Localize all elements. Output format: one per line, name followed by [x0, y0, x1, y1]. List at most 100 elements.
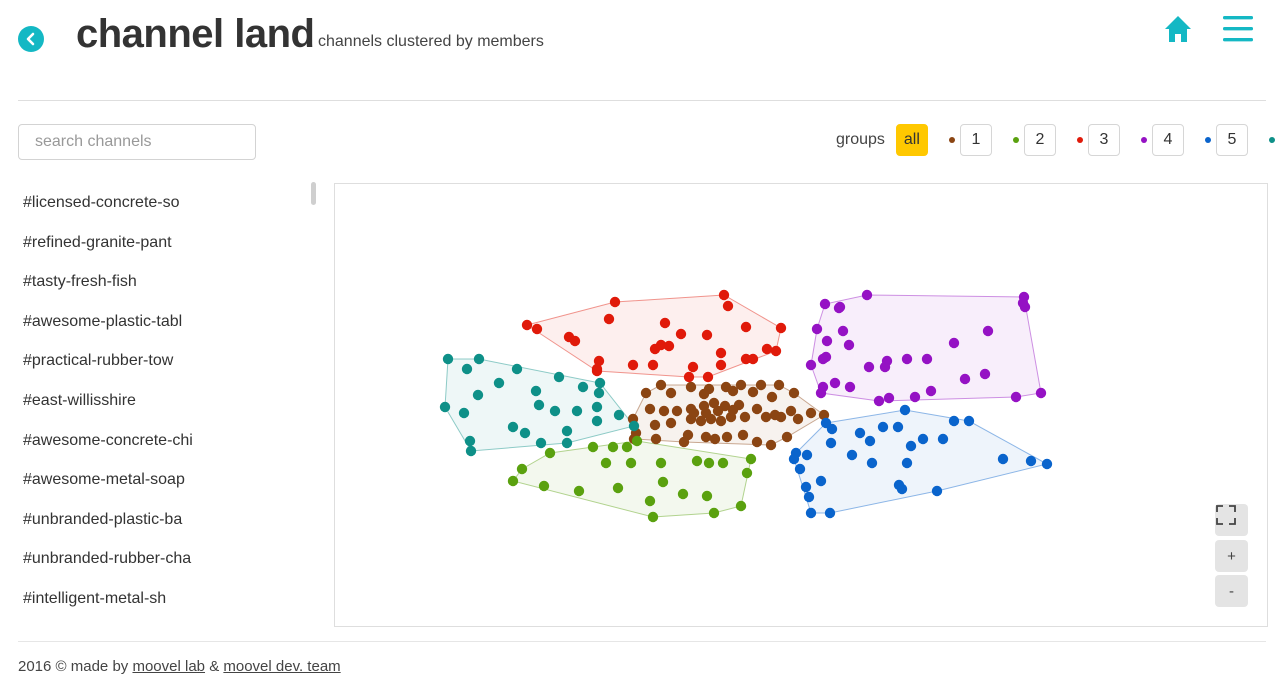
channel-point-group-6[interactable]	[591, 401, 603, 413]
channel-point-group-5[interactable]	[866, 457, 878, 469]
channel-list-item[interactable]: #tasty-fresh-fish	[23, 273, 137, 291]
channel-point-group-2[interactable]	[745, 453, 757, 465]
channel-point-group-3[interactable]	[663, 340, 675, 352]
channel-point-group-2[interactable]	[587, 441, 599, 453]
channel-list-item[interactable]: #practical-rubber-tow	[23, 352, 174, 370]
channel-point-group-6[interactable]	[594, 377, 606, 389]
channel-point-group-4[interactable]	[811, 323, 823, 335]
channel-point-group-3[interactable]	[740, 353, 752, 365]
channel-point-group-2[interactable]	[644, 495, 656, 507]
channel-point-group-1[interactable]	[644, 403, 656, 415]
channel-point-group-1[interactable]	[678, 436, 690, 448]
channel-point-group-5[interactable]	[854, 427, 866, 439]
channel-list-item[interactable]: #awesome-metal-soap	[23, 471, 185, 489]
back-button[interactable]	[18, 26, 44, 52]
channel-point-group-1[interactable]	[805, 407, 817, 419]
channel-point-group-6[interactable]	[511, 363, 523, 375]
channel-point-group-4[interactable]	[925, 385, 937, 397]
channel-point-group-2[interactable]	[612, 482, 624, 494]
channel-point-group-5[interactable]	[825, 437, 837, 449]
channel-point-group-4[interactable]	[1010, 391, 1022, 403]
channel-point-group-3[interactable]	[761, 343, 773, 355]
zoom-out-button[interactable]: -	[1215, 575, 1248, 607]
channel-point-group-1[interactable]	[665, 387, 677, 399]
channel-point-group-2[interactable]	[717, 457, 729, 469]
channel-point-group-1[interactable]	[788, 387, 800, 399]
channel-point-group-1[interactable]	[700, 407, 712, 419]
channel-point-group-5[interactable]	[937, 433, 949, 445]
channel-point-group-4[interactable]	[909, 391, 921, 403]
channel-point-group-4[interactable]	[901, 353, 913, 365]
channel-point-group-1[interactable]	[785, 405, 797, 417]
channel-point-group-6[interactable]	[535, 437, 547, 449]
channel-point-group-3[interactable]	[627, 359, 639, 371]
channel-point-group-6[interactable]	[458, 407, 470, 419]
channel-point-group-5[interactable]	[905, 440, 917, 452]
channel-point-group-3[interactable]	[770, 345, 782, 357]
channel-point-group-1[interactable]	[765, 439, 777, 451]
channel-point-group-5[interactable]	[899, 404, 911, 416]
fullscreen-button[interactable]	[1215, 504, 1248, 536]
channel-point-group-3[interactable]	[603, 313, 615, 325]
channel-point-group-1[interactable]	[715, 415, 727, 427]
channel-point-group-5[interactable]	[931, 485, 943, 497]
channel-point-group-1[interactable]	[708, 397, 720, 409]
channel-point-group-6[interactable]	[465, 445, 477, 457]
channel-point-group-2[interactable]	[600, 457, 612, 469]
channel-point-group-6[interactable]	[613, 409, 625, 421]
channel-point-group-3[interactable]	[593, 355, 605, 367]
group-filter-5-button[interactable]: 5	[1215, 124, 1248, 156]
channel-point-group-6[interactable]	[530, 385, 542, 397]
channel-point-group-6[interactable]	[628, 420, 640, 432]
cluster-scatter-plot[interactable]	[335, 184, 1267, 626]
channel-point-group-2[interactable]	[703, 457, 715, 469]
channel-point-group-5[interactable]	[896, 483, 908, 495]
channel-point-group-1[interactable]	[755, 379, 767, 391]
channel-point-group-1[interactable]	[640, 387, 652, 399]
channel-point-group-2[interactable]	[741, 467, 753, 479]
channel-point-group-2[interactable]	[657, 476, 669, 488]
channel-point-group-4[interactable]	[815, 387, 827, 399]
channel-point-group-4[interactable]	[837, 325, 849, 337]
channel-point-group-1[interactable]	[735, 379, 747, 391]
channel-point-group-1[interactable]	[760, 411, 772, 423]
channel-point-group-3[interactable]	[609, 296, 621, 308]
channel-point-group-3[interactable]	[687, 361, 699, 373]
channel-list-item[interactable]: #refined-granite-pant	[23, 233, 172, 251]
channel-point-group-1[interactable]	[650, 433, 662, 445]
channel-point-group-1[interactable]	[781, 431, 793, 443]
channel-point-group-2[interactable]	[621, 441, 633, 453]
channel-point-group-6[interactable]	[493, 377, 505, 389]
channel-point-group-1[interactable]	[712, 405, 724, 417]
channel-point-group-4[interactable]	[829, 377, 841, 389]
channel-point-group-6[interactable]	[473, 353, 485, 365]
channel-point-group-3[interactable]	[702, 371, 714, 383]
channel-point-group-4[interactable]	[834, 301, 846, 313]
channel-point-group-1[interactable]	[751, 403, 763, 415]
channel-point-group-5[interactable]	[1025, 455, 1037, 467]
channel-point-group-6[interactable]	[553, 371, 565, 383]
channel-point-group-3[interactable]	[675, 328, 687, 340]
channel-point-group-5[interactable]	[901, 457, 913, 469]
channel-point-group-3[interactable]	[715, 347, 727, 359]
menu-button[interactable]	[1222, 14, 1254, 44]
channel-point-group-3[interactable]	[683, 371, 695, 383]
channel-point-group-4[interactable]	[817, 353, 829, 365]
channel-point-group-3[interactable]	[649, 343, 661, 355]
channel-point-group-5[interactable]	[948, 415, 960, 427]
channel-point-group-1[interactable]	[665, 417, 677, 429]
channel-point-group-6[interactable]	[571, 405, 583, 417]
channel-point-group-3[interactable]	[591, 365, 603, 377]
channel-point-group-5[interactable]	[824, 507, 836, 519]
channel-list-item[interactable]: #unbranded-plastic-ba	[23, 510, 183, 528]
channel-point-group-5[interactable]	[794, 463, 806, 475]
channel-point-group-5[interactable]	[877, 421, 889, 433]
channel-point-group-5[interactable]	[805, 507, 817, 519]
channel-point-group-2[interactable]	[544, 447, 556, 459]
channel-point-group-1[interactable]	[751, 436, 763, 448]
channel-point-group-3[interactable]	[647, 359, 659, 371]
channel-point-group-5[interactable]	[864, 435, 876, 447]
channel-point-group-5[interactable]	[963, 415, 975, 427]
channel-point-group-1[interactable]	[739, 411, 751, 423]
channel-point-group-1[interactable]	[658, 405, 670, 417]
